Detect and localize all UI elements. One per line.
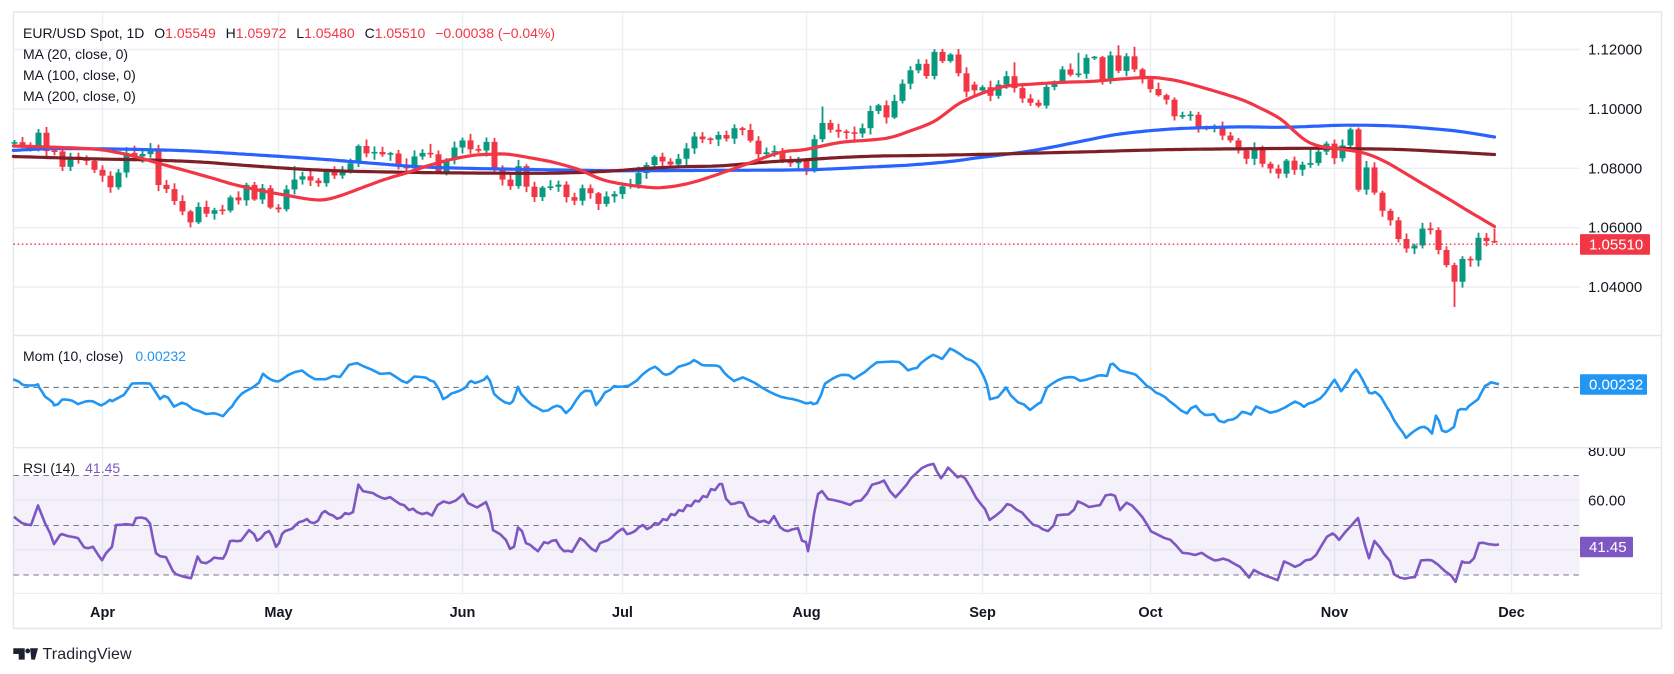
svg-text:60.00: 60.00 [1588,492,1626,509]
svg-text:1.05510: 1.05510 [1589,236,1643,253]
svg-text:Jul: Jul [612,605,633,621]
svg-text:Jun: Jun [450,605,476,621]
svg-text:1.12000: 1.12000 [1588,42,1642,59]
svg-text:1.10000: 1.10000 [1588,101,1642,118]
svg-text:Nov: Nov [1321,605,1348,621]
svg-text:80.00: 80.00 [1588,443,1626,460]
svg-text:Sep: Sep [969,605,996,621]
svg-text:Apr: Apr [90,605,115,621]
svg-text:Oct: Oct [1138,605,1162,621]
svg-text:1.04000: 1.04000 [1588,279,1642,296]
svg-text:1.06000: 1.06000 [1588,220,1642,237]
svg-text:0.00232: 0.00232 [1589,377,1643,394]
svg-text:Aug: Aug [792,605,820,621]
svg-text:1.08000: 1.08000 [1588,160,1642,177]
svg-text:41.45: 41.45 [1589,539,1627,556]
svg-text:Dec: Dec [1498,605,1525,621]
svg-text:May: May [264,605,292,621]
